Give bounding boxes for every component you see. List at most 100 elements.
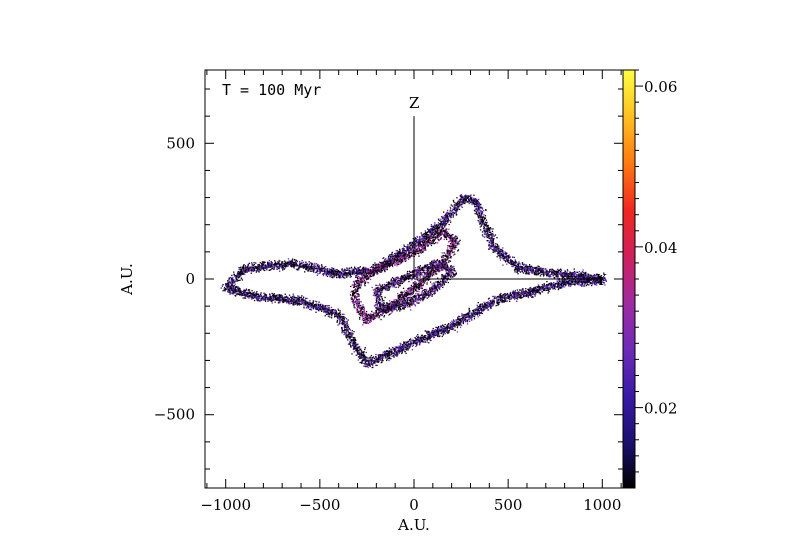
particle bbox=[460, 197, 462, 199]
particle bbox=[308, 266, 310, 268]
particle bbox=[598, 282, 600, 284]
particle bbox=[433, 336, 436, 338]
particle bbox=[595, 279, 597, 282]
particle bbox=[493, 246, 495, 249]
particle bbox=[321, 264, 323, 266]
particle bbox=[246, 270, 248, 272]
particle bbox=[253, 269, 255, 271]
particle bbox=[587, 273, 589, 275]
particle bbox=[488, 305, 490, 307]
particle bbox=[423, 235, 425, 237]
particle bbox=[504, 294, 507, 296]
particle bbox=[443, 211, 445, 213]
particle bbox=[507, 255, 509, 257]
particle bbox=[322, 273, 324, 275]
particle bbox=[587, 275, 589, 277]
particle bbox=[534, 267, 536, 269]
particle bbox=[282, 269, 284, 271]
particle bbox=[484, 221, 487, 223]
particle bbox=[381, 261, 383, 263]
particle bbox=[224, 289, 226, 291]
particle bbox=[574, 272, 577, 274]
particle bbox=[466, 201, 469, 203]
particle bbox=[437, 335, 439, 337]
particle bbox=[501, 296, 504, 298]
particle bbox=[308, 270, 310, 272]
particle bbox=[312, 267, 314, 269]
particle bbox=[593, 283, 596, 285]
particle bbox=[533, 293, 535, 295]
particle bbox=[361, 272, 363, 275]
particle bbox=[227, 284, 229, 287]
particle bbox=[446, 216, 448, 218]
particle bbox=[517, 296, 519, 298]
particle bbox=[243, 270, 246, 272]
particle bbox=[241, 266, 244, 269]
particle bbox=[527, 268, 529, 270]
particle bbox=[553, 277, 555, 279]
particle bbox=[331, 276, 333, 278]
particle bbox=[287, 262, 289, 265]
particle bbox=[253, 269, 256, 271]
particle bbox=[523, 294, 525, 296]
particle bbox=[531, 288, 533, 290]
particle bbox=[274, 260, 276, 262]
particle bbox=[253, 266, 255, 268]
particle bbox=[469, 197, 471, 199]
particle bbox=[502, 254, 504, 256]
particle bbox=[499, 298, 501, 300]
particle bbox=[345, 273, 347, 275]
particle bbox=[365, 267, 367, 269]
particle bbox=[244, 273, 246, 275]
particle bbox=[516, 264, 518, 266]
particle bbox=[273, 268, 276, 270]
particle bbox=[403, 252, 405, 254]
particle bbox=[273, 266, 275, 268]
particle bbox=[449, 209, 451, 211]
particle bbox=[325, 266, 327, 268]
particle bbox=[495, 297, 497, 299]
particle bbox=[488, 245, 490, 247]
particle bbox=[523, 266, 526, 268]
particle bbox=[332, 277, 334, 279]
particle bbox=[230, 276, 232, 279]
particle bbox=[566, 280, 568, 282]
particle bbox=[584, 274, 586, 276]
particle bbox=[280, 265, 282, 267]
particle bbox=[562, 281, 564, 283]
particle bbox=[240, 278, 242, 280]
particle bbox=[440, 222, 442, 224]
particle bbox=[452, 213, 454, 215]
particle bbox=[493, 235, 495, 237]
particle bbox=[527, 289, 530, 291]
particle bbox=[581, 282, 583, 284]
particle bbox=[557, 276, 559, 278]
particle bbox=[435, 333, 438, 335]
particle bbox=[422, 338, 424, 341]
particle bbox=[426, 237, 428, 239]
particle bbox=[545, 287, 547, 289]
particle bbox=[487, 229, 489, 231]
particle bbox=[443, 214, 446, 217]
particle bbox=[327, 272, 330, 274]
particle bbox=[485, 235, 487, 237]
particle bbox=[252, 266, 254, 268]
particle bbox=[451, 320, 453, 322]
particle bbox=[310, 270, 312, 272]
particle bbox=[368, 270, 371, 272]
particle bbox=[541, 270, 543, 272]
particle bbox=[596, 281, 598, 284]
particle bbox=[589, 279, 591, 281]
particle bbox=[560, 273, 563, 275]
particle bbox=[570, 275, 572, 278]
particle bbox=[423, 339, 425, 341]
particle bbox=[450, 214, 452, 216]
particle bbox=[234, 275, 236, 277]
particle bbox=[580, 281, 582, 283]
particle bbox=[570, 280, 572, 282]
particle bbox=[231, 278, 233, 280]
particle bbox=[366, 272, 368, 274]
particle bbox=[533, 287, 535, 289]
particle bbox=[582, 274, 584, 276]
particle bbox=[459, 316, 461, 318]
